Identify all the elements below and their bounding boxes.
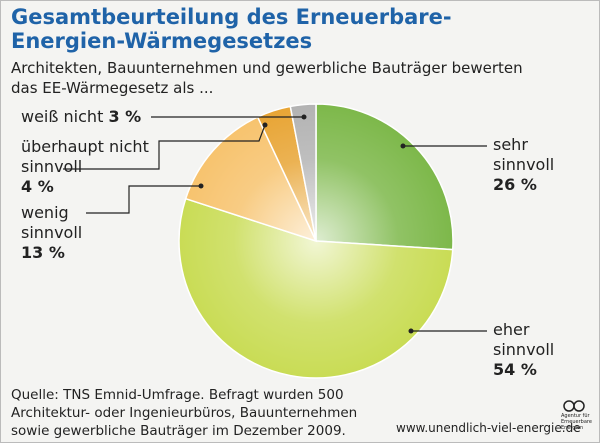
chart-title: Gesamtbeurteilung des Erneuerbare-Energi… [11,5,452,53]
leader-lines [63,116,487,332]
pie-slice [315,103,454,251]
pie [178,103,454,379]
leader-dot [301,114,307,120]
leader-line [63,124,266,170]
value-label: 54 % [493,360,537,379]
url: www.unendlich-viel-energie.de [396,421,581,435]
category-label: eher sinnvoll [493,320,555,359]
slice-label: überhaupt nicht sinnvoll 4 % [21,137,156,197]
value-label: 4 % [21,177,54,196]
category-label: sehr sinnvoll [493,135,555,174]
category-label: wenig sinnvoll [21,203,83,242]
category-label: überhaupt nicht sinnvoll [21,137,149,176]
value-label: 26 % [493,175,537,194]
slice-label: eher sinnvoll 54 % [493,320,573,380]
logo-icon [563,400,585,412]
value-label: 13 % [21,243,65,262]
leader-dot [198,183,204,189]
slice-label: weiß nicht 3 % [21,107,161,127]
logo-text: Agentur für Erneuerbare Energien [561,413,592,431]
leader-dot [408,328,414,334]
leader-dots [198,114,414,334]
slice-label: sehr sinnvoll 26 % [493,135,573,195]
chart-subtitle: Architekten, Bauunternehmen und gewerbli… [11,59,523,97]
category-label: weiß nicht [21,107,104,126]
slice-label: wenig sinnvoll 13 % [21,203,91,263]
leader-dot [262,122,268,128]
value-label: 3 % [108,107,142,126]
leader-dot [400,143,406,149]
leader-line [86,185,201,214]
source-note: Quelle: TNS Emnid-Umfrage. Befragt wurde… [11,387,358,439]
